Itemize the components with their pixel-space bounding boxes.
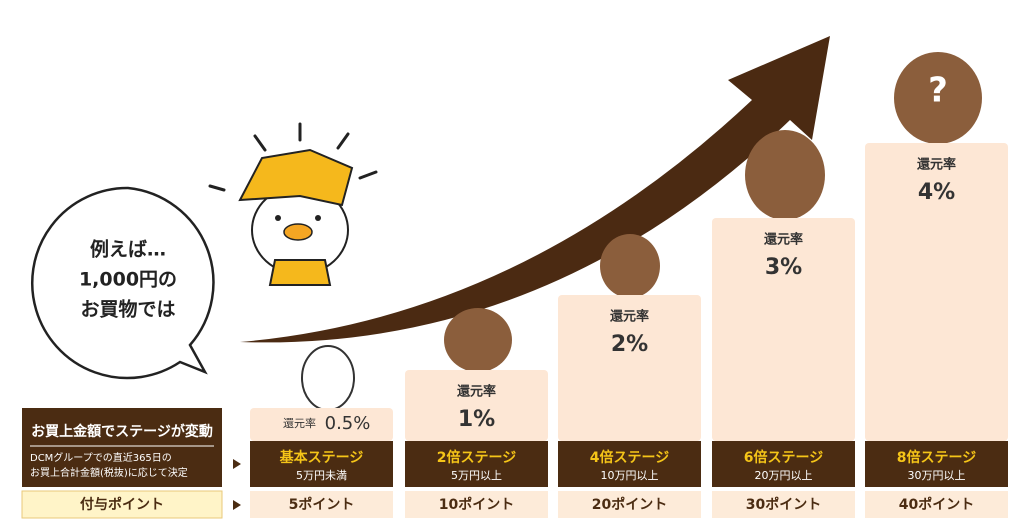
silhouettes (444, 52, 982, 372)
stage-name: 6倍ステージ (744, 449, 823, 466)
rate: 1% (458, 407, 495, 432)
stage-box (405, 441, 548, 487)
rate: 0.5% (325, 413, 371, 434)
mascot (208, 122, 378, 286)
points: 40ポイント (899, 496, 974, 513)
left-panel-header (22, 408, 222, 487)
row-arrow (233, 459, 241, 469)
pedestal (405, 370, 548, 441)
rate-label: 還元率 (917, 157, 956, 173)
stage-condition: 10万円以上 (601, 469, 659, 482)
speech-bubble (31, 186, 215, 380)
mystery-mark: ? (928, 71, 948, 111)
rate: 3% (765, 255, 802, 280)
rate: 4% (918, 180, 955, 205)
stage-box (250, 441, 393, 487)
points-box (405, 491, 548, 518)
row-arrow (233, 500, 241, 510)
stage-name: 2倍ステージ (437, 449, 516, 466)
bubble-line: 例えば… (90, 238, 166, 261)
pedestal (865, 143, 1008, 441)
left-panel-title: お買上金額でステージが変動 (31, 423, 213, 440)
stage-name: 8倍ステージ (897, 449, 976, 466)
bubble-line: お買物では (80, 298, 175, 321)
points: 20ポイント (592, 496, 667, 513)
rate: 2% (611, 332, 648, 357)
points-box (712, 491, 855, 518)
rate-label: 還元率 (457, 384, 496, 400)
pedestal (250, 408, 393, 441)
stage-name: 4倍ステージ (590, 449, 669, 466)
rate-label: 還元率 (610, 309, 649, 325)
egg (301, 345, 355, 411)
pedestal (712, 218, 855, 441)
points-box (558, 491, 701, 518)
pedestal (558, 295, 701, 441)
stage-condition: 5万円未満 (296, 469, 347, 482)
left-panel-note: お買上合計金額(税抜)に応じて決定 (30, 466, 188, 479)
points: 30ポイント (746, 496, 821, 513)
points-label-box (21, 490, 223, 519)
points-box (865, 491, 1008, 518)
points: 5ポイント (289, 496, 355, 513)
stage-box (865, 441, 1008, 487)
stage-name: 基本ステージ (280, 449, 364, 466)
bubble-line: 1,000円の (79, 269, 177, 291)
points-label: 付与ポイント (80, 496, 164, 513)
left-panel-note: DCMグループでの直近365日の (30, 451, 172, 464)
points: 10ポイント (439, 496, 514, 513)
points-box (250, 491, 393, 518)
growth-arrow (240, 36, 830, 343)
stage-condition: 30万円以上 (908, 469, 966, 482)
stage-condition: 5万円以上 (451, 469, 502, 482)
stage-condition: 20万円以上 (755, 469, 813, 482)
stage-box (712, 441, 855, 487)
rate-label: 還元率 (283, 416, 316, 430)
stage-box (558, 441, 701, 487)
rate-label: 還元率 (764, 232, 803, 248)
